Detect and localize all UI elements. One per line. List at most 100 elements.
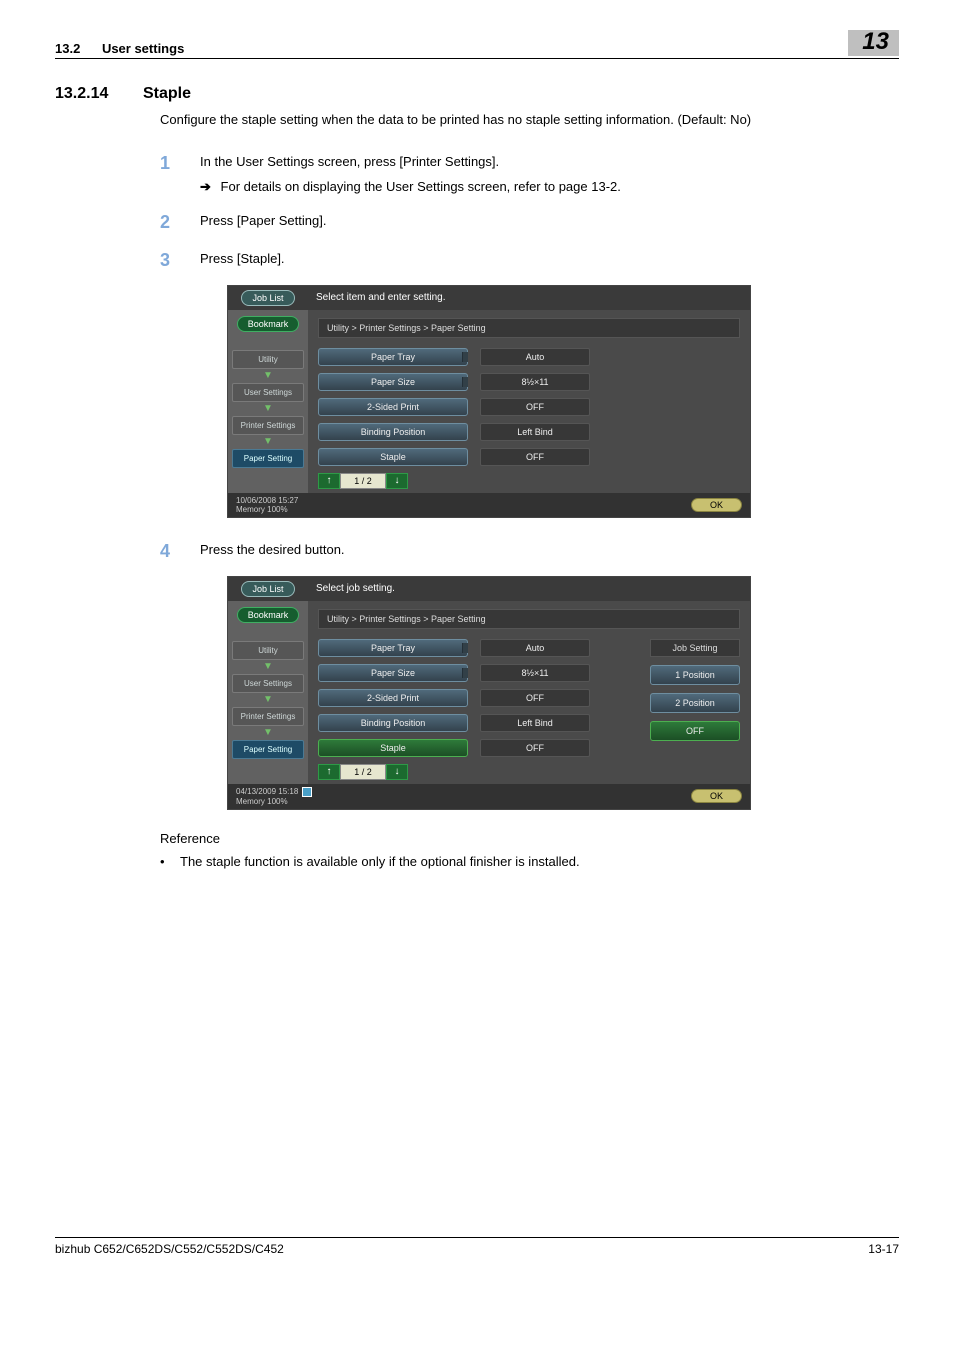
- two-sided-button[interactable]: 2-Sided Print: [318, 398, 468, 416]
- page-indicator: 1 / 2: [340, 764, 386, 780]
- panel1-message: Select item and enter setting.: [308, 286, 750, 310]
- breadcrumb-bar: Utility > Printer Settings > Paper Setti…: [318, 609, 740, 629]
- two-sided-button[interactable]: 2-Sided Print: [318, 689, 468, 707]
- two-sided-value: OFF: [480, 689, 590, 707]
- staple-label: Staple: [380, 743, 406, 753]
- binding-button[interactable]: Binding Position: [318, 423, 468, 441]
- crumb-user-settings[interactable]: User Settings: [232, 674, 304, 693]
- panel-side-nav: Bookmark Utility ▼ User Settings ▼ Print…: [228, 310, 308, 493]
- staple-value: OFF: [480, 448, 590, 466]
- staple-button[interactable]: Staple: [318, 448, 468, 466]
- section-num: 13.2.14: [55, 85, 143, 103]
- header-section-num: 13.2: [55, 41, 80, 56]
- bookmark-button[interactable]: Bookmark: [237, 607, 300, 623]
- reference-bullet: • The staple function is available only …: [160, 853, 899, 872]
- step-1-sub: ➔ For details on displaying the User Set…: [200, 178, 621, 197]
- printer-panel-2: Job List Select job setting. Bookmark Ut…: [227, 576, 899, 810]
- down-arrow-icon: ▼: [263, 406, 273, 412]
- footer-right: 13-17: [868, 1242, 899, 1256]
- paper-tray-button[interactable]: Paper Tray: [318, 348, 468, 366]
- arrow-icon: ➔: [200, 179, 211, 194]
- down-arrow-icon: ▼: [263, 697, 273, 703]
- ok-button[interactable]: OK: [691, 789, 742, 803]
- intro-text: Configure the staple setting when the da…: [160, 111, 899, 130]
- page-down-button[interactable]: ↓: [386, 764, 408, 780]
- crumb-paper-setting[interactable]: Paper Setting: [232, 740, 304, 759]
- page-up-button[interactable]: ↑: [318, 473, 340, 489]
- panel2-message: Select job setting.: [308, 577, 750, 601]
- crumb-paper-setting[interactable]: Paper Setting: [232, 449, 304, 468]
- option-1-position[interactable]: 1 Position: [650, 665, 740, 685]
- step-4: 4 Press the desired button.: [160, 538, 899, 564]
- binding-button[interactable]: Binding Position: [318, 714, 468, 732]
- step-2: 2 Press [Paper Setting].: [160, 209, 899, 235]
- page-header: 13.2 User settings 13: [55, 30, 899, 59]
- staple-value: OFF: [480, 739, 590, 757]
- step-3: 3 Press [Staple].: [160, 247, 899, 273]
- step-1-text: In the User Settings screen, press [Prin…: [200, 154, 499, 169]
- step-1-sub-text: For details on displaying the User Setti…: [221, 179, 621, 194]
- step-num: 1: [160, 150, 200, 197]
- printer-panel-1: Job List Select item and enter setting. …: [227, 285, 899, 518]
- footer-left: bizhub C652/C652DS/C552/C552DS/C452: [55, 1242, 284, 1256]
- step-3-text: Press [Staple].: [200, 247, 285, 273]
- page-footer: bizhub C652/C652DS/C552/C552DS/C452 13-1…: [55, 1237, 899, 1256]
- job-list-button[interactable]: Job List: [241, 581, 294, 597]
- step-4-text: Press the desired button.: [200, 538, 345, 564]
- binding-value: Left Bind: [480, 423, 590, 441]
- two-sided-label: 2-Sided Print: [367, 693, 419, 703]
- staple-button[interactable]: Staple: [318, 739, 468, 757]
- header-left: 13.2 User settings: [55, 41, 184, 56]
- step-1: 1 In the User Settings screen, press [Pr…: [160, 150, 899, 197]
- down-arrow-icon: ▼: [263, 664, 273, 670]
- binding-value: Left Bind: [480, 714, 590, 732]
- reference-text: The staple function is available only if…: [180, 853, 580, 872]
- paper-size-label: Paper Size: [371, 668, 415, 678]
- option-off[interactable]: OFF: [650, 721, 740, 741]
- reference-heading: Reference: [160, 830, 899, 849]
- paper-size-button[interactable]: Paper Size: [318, 373, 468, 391]
- clock-icon: [302, 787, 312, 797]
- ok-button[interactable]: OK: [691, 498, 742, 512]
- two-sided-label: 2-Sided Print: [367, 402, 419, 412]
- step-num: 2: [160, 209, 200, 235]
- crumb-user-settings[interactable]: User Settings: [232, 383, 304, 402]
- binding-label: Binding Position: [361, 427, 426, 437]
- panel-side-nav: Bookmark Utility ▼ User Settings ▼ Print…: [228, 601, 308, 784]
- section-heading: 13.2.14 Staple: [55, 85, 899, 103]
- paper-tray-value: Auto: [480, 639, 590, 657]
- page-down-button[interactable]: ↓: [386, 473, 408, 489]
- chapter-badge: 13: [848, 30, 899, 56]
- paper-size-label: Paper Size: [371, 377, 415, 387]
- job-list-button[interactable]: Job List: [241, 290, 294, 306]
- crumb-utility[interactable]: Utility: [232, 350, 304, 369]
- panel2-memory: Memory 100%: [236, 797, 288, 806]
- down-arrow-icon: ▼: [263, 730, 273, 736]
- panel1-status: 10/06/2008 15:27 Memory 100%: [236, 496, 298, 514]
- paper-size-value: 8½×11: [480, 373, 590, 391]
- page-indicator: 1 / 2: [340, 473, 386, 489]
- paper-size-value: 8½×11: [480, 664, 590, 682]
- down-arrow-icon: ▼: [263, 373, 273, 379]
- crumb-printer-settings[interactable]: Printer Settings: [232, 707, 304, 726]
- bookmark-button[interactable]: Bookmark: [237, 316, 300, 332]
- panel1-datetime: 10/06/2008 15:27: [236, 496, 298, 505]
- pager: ↑ 1 / 2 ↓: [318, 764, 634, 780]
- panel2-status: 04/13/2009 15:18 Memory 100%: [236, 787, 312, 806]
- down-arrow-icon: ▼: [263, 439, 273, 445]
- crumb-printer-settings[interactable]: Printer Settings: [232, 416, 304, 435]
- staple-label: Staple: [380, 452, 406, 462]
- two-sided-value: OFF: [480, 398, 590, 416]
- option-2-position[interactable]: 2 Position: [650, 693, 740, 713]
- step-num: 4: [160, 538, 200, 564]
- section-title: Staple: [143, 85, 191, 103]
- header-section-name: User settings: [102, 41, 184, 56]
- page-up-button[interactable]: ↑: [318, 764, 340, 780]
- paper-tray-button[interactable]: Paper Tray: [318, 639, 468, 657]
- paper-tray-value: Auto: [480, 348, 590, 366]
- crumb-utility[interactable]: Utility: [232, 641, 304, 660]
- breadcrumb-bar: Utility > Printer Settings > Paper Setti…: [318, 318, 740, 338]
- paper-size-button[interactable]: Paper Size: [318, 664, 468, 682]
- panel2-datetime: 04/13/2009 15:18: [236, 787, 298, 796]
- job-setting-title: Job Setting: [650, 639, 740, 657]
